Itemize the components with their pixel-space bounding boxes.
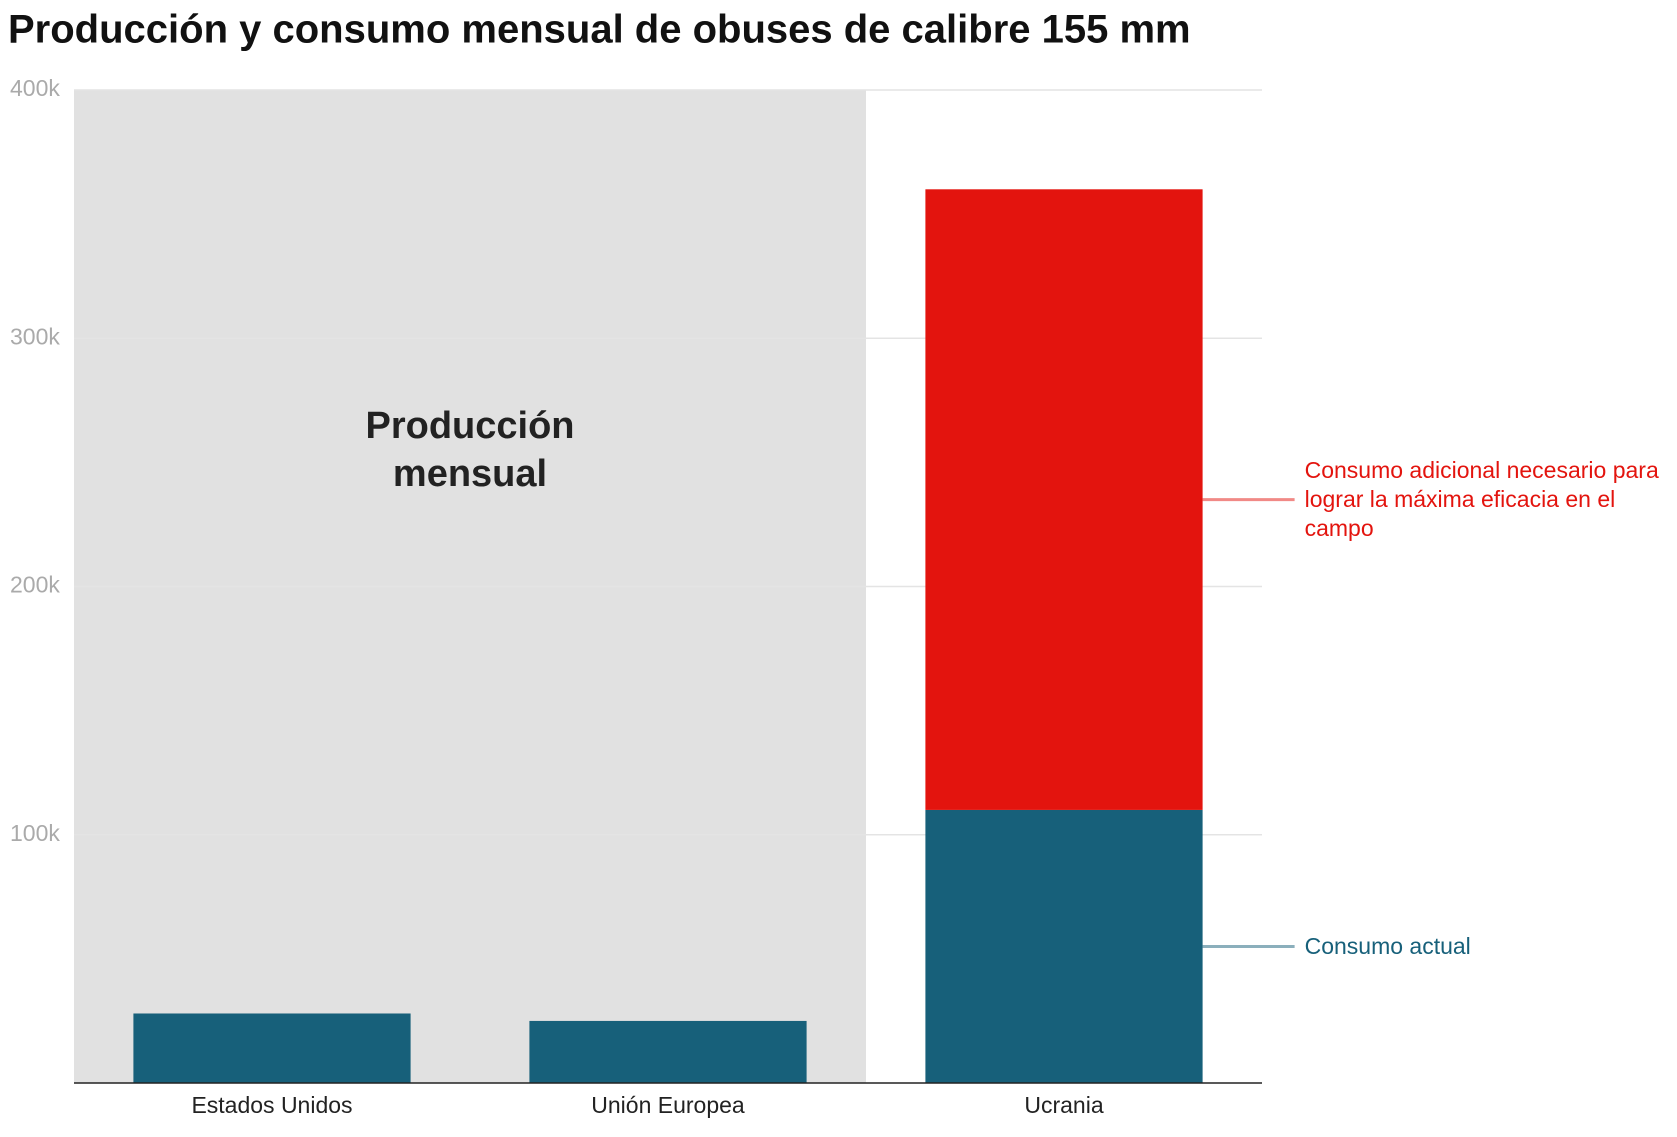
y-tick-label: 100k: [10, 820, 60, 846]
bar: [925, 809, 1203, 1083]
series-label: Consumo actual: [1304, 932, 1471, 959]
bar: [133, 1013, 411, 1083]
bar: [925, 189, 1203, 810]
x-tick-label: Estados Unidos: [191, 1092, 352, 1118]
series-label: Consumo adicional necesario para lograr …: [1304, 457, 1659, 542]
chart-title: Producción y consumo mensual de obuses d…: [8, 8, 1191, 52]
x-tick-label: Unión Europea: [591, 1092, 745, 1118]
y-tick-label: 300k: [10, 323, 60, 349]
y-tick-label: 400k: [10, 75, 60, 101]
shaded-label: Producción mensual: [365, 405, 575, 495]
x-tick-label: Ucrania: [1024, 1092, 1103, 1118]
bar: [529, 1020, 807, 1083]
y-tick-label: 200k: [10, 572, 60, 598]
